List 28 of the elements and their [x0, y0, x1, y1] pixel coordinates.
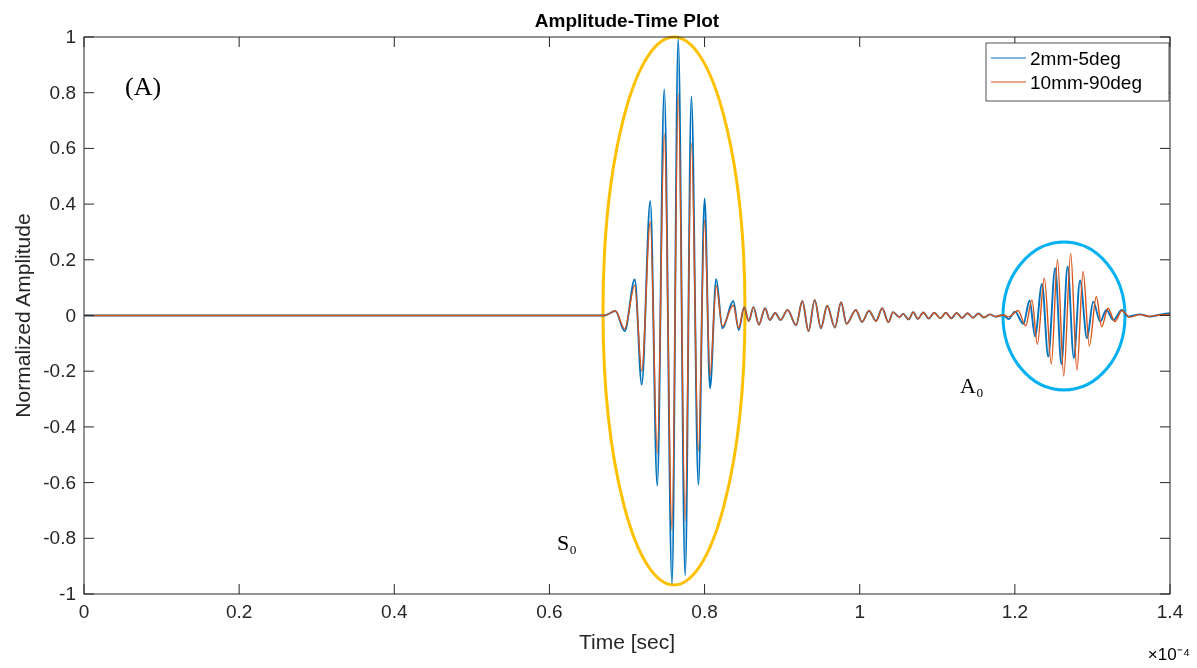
- y-tick-label: -0.4: [43, 415, 77, 437]
- annotation: A₀: [960, 373, 984, 398]
- x-tick-label: 0.2: [225, 601, 253, 622]
- annotation: (A): [125, 72, 162, 101]
- text: ×10⁻⁴: [1147, 645, 1190, 664]
- chart-title: Amplitude-Time Plot: [534, 10, 720, 31]
- y-tick-label: -0.6: [43, 471, 76, 493]
- x-tick-label: 0.4: [381, 601, 408, 622]
- y-tick-label: 1: [65, 26, 76, 47]
- y-tick-label: 0.6: [49, 137, 76, 159]
- x-tick-label: 0: [78, 601, 90, 622]
- legend-label: 10mm-90deg: [1030, 72, 1142, 93]
- x-tick-label: 1: [854, 601, 865, 622]
- x-tick-label: 1.4: [1156, 601, 1184, 622]
- x-axis-title: Time [sec]: [578, 630, 676, 653]
- legend-label: 2mm-5deg: [1030, 48, 1121, 69]
- y-tick-label: -0.2: [43, 360, 76, 382]
- y-tick-label: -0.8: [43, 527, 76, 549]
- x-tick-label: 0.6: [536, 601, 563, 622]
- y-tick-label: -1: [59, 583, 76, 604]
- y-axis-title: Normalized Amplitude: [11, 213, 34, 418]
- x-tick-label: 0.8: [691, 601, 718, 622]
- y-tick-label: 0.2: [49, 248, 76, 270]
- y-tick-label: 0.8: [49, 81, 76, 103]
- y-tick-label: 0.4: [49, 193, 77, 215]
- annotation: S₀: [557, 530, 577, 555]
- y-tick-label: 0: [65, 304, 76, 326]
- x-tick-label: 1.2: [1001, 601, 1029, 622]
